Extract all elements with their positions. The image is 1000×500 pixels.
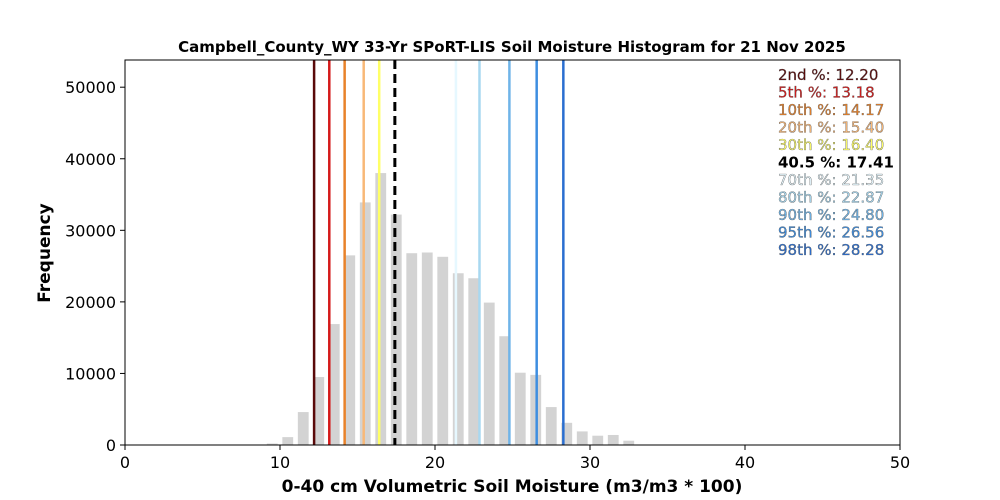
x-axis-label: 0-40 cm Volumetric Soil Moisture (m3/m3 …	[282, 477, 743, 497]
legend-entry: 80th %: 22.87	[778, 189, 884, 207]
histogram-bar	[607, 434, 619, 445]
y-tick-label: 50000	[65, 78, 116, 97]
bars-layer	[266, 173, 635, 446]
histogram-bar	[375, 173, 387, 446]
y-tick-label: 10000	[65, 364, 116, 383]
legend-entry: 2nd %: 12.20	[778, 66, 878, 84]
x-tick-label: 30	[580, 453, 600, 472]
plot-frame	[124, 59, 901, 446]
x-axis-ticks: 0 10 20 30 40 50	[120, 445, 910, 472]
legend-entry: 5th %: 13.18	[778, 84, 875, 102]
histogram-bar	[483, 302, 495, 445]
legend-entry: 95th %: 26.56	[778, 224, 884, 242]
histogram-bar	[545, 407, 557, 445]
histogram-bar	[592, 435, 604, 445]
y-tick-label: 20000	[65, 293, 116, 312]
histogram-bar	[468, 278, 480, 445]
legend-entry: 90th %: 24.80	[778, 206, 884, 224]
histogram-bar	[561, 422, 573, 445]
legend-entry: 30th %: 16.40	[778, 136, 884, 154]
histogram-bar	[576, 431, 588, 445]
histogram-bar	[452, 273, 464, 445]
histogram-bar	[328, 324, 340, 445]
histogram-bar	[359, 202, 371, 445]
x-tick-label: 0	[120, 453, 130, 472]
percentile-lines-layer	[312, 60, 565, 445]
histogram-bar	[437, 256, 449, 445]
histogram-bar	[266, 443, 278, 445]
legend-entry: 20th %: 15.40	[778, 119, 884, 137]
legend-entry: 70th %: 21.35	[778, 171, 884, 189]
legend-entry: 98th %: 28.28	[778, 241, 884, 259]
histogram-bar	[514, 372, 526, 445]
histogram-bar	[499, 336, 511, 445]
x-tick-label: 20	[425, 453, 445, 472]
y-tick-label: 30000	[65, 221, 116, 240]
histogram-bar	[406, 253, 418, 445]
y-axis-ticks: 0 10000 20000 30000 40000 50000	[65, 78, 125, 455]
y-tick-label: 40000	[65, 150, 116, 169]
histogram-bar	[297, 412, 309, 445]
histogram-bar	[421, 252, 433, 445]
histogram-bar	[623, 440, 635, 445]
x-tick-label: 10	[270, 453, 290, 472]
histogram-bar	[282, 437, 294, 445]
x-tick-label: 50	[890, 453, 910, 472]
histogram-bar	[344, 255, 356, 445]
legend-entry: 40.5 %: 17.41	[778, 154, 894, 172]
y-tick-label: 0	[106, 436, 116, 455]
legend-entry: 10th %: 14.17	[778, 101, 884, 119]
x-tick-label: 40	[735, 453, 755, 472]
chart-title: Campbell_County_WY 33-Yr SPoRT-LIS Soil …	[178, 38, 846, 56]
histogram-bar	[313, 377, 325, 445]
y-axis-label: Frequency	[35, 203, 55, 303]
